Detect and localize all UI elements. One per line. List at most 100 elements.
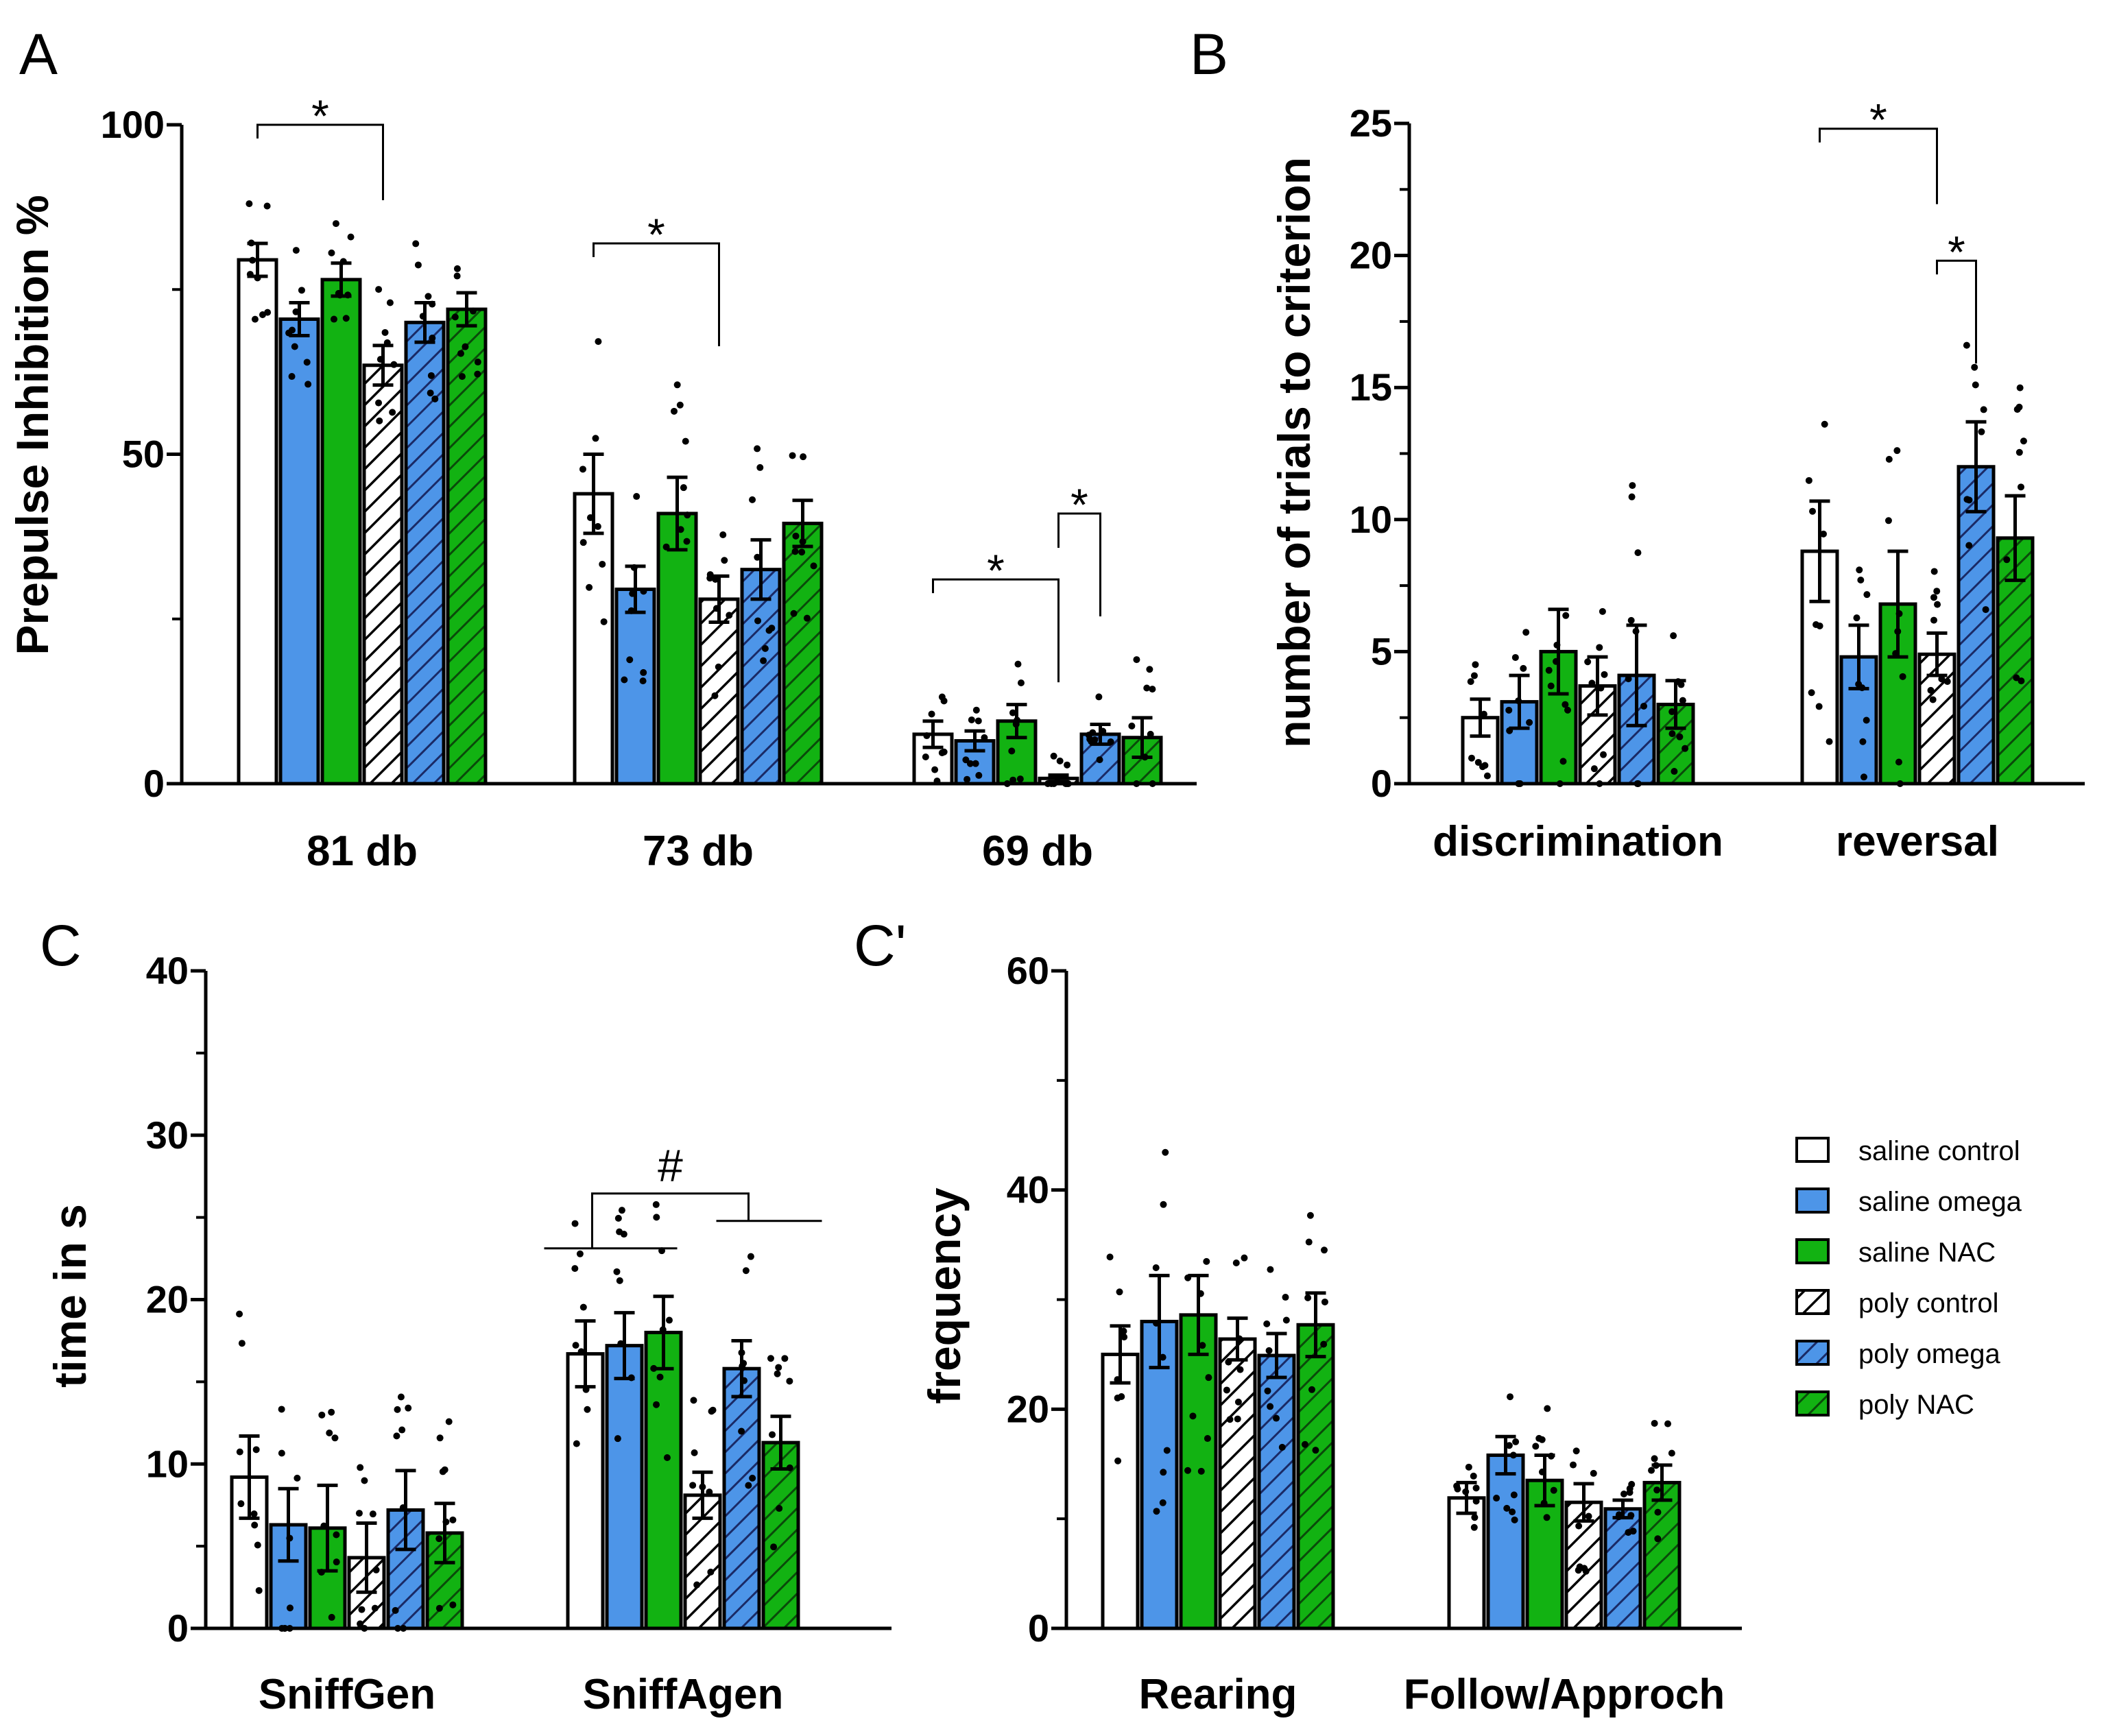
data-point xyxy=(689,1482,697,1489)
data-point xyxy=(1620,1491,1628,1498)
data-point xyxy=(1141,754,1149,761)
data-point xyxy=(1651,1455,1658,1462)
data-point xyxy=(1312,1447,1319,1454)
data-point xyxy=(630,564,638,571)
data-point xyxy=(614,1214,622,1222)
data-point xyxy=(627,607,635,614)
data-point xyxy=(1184,1274,1192,1281)
data-point xyxy=(673,381,681,389)
data-point xyxy=(405,1404,412,1412)
data-point xyxy=(1652,1462,1660,1469)
data-point xyxy=(435,1604,443,1612)
y-tick-label: 25 xyxy=(1350,101,1392,145)
data-point xyxy=(1474,758,1482,766)
data-point xyxy=(1511,1516,1518,1523)
data-point xyxy=(246,200,253,208)
data-point xyxy=(1815,703,1823,710)
data-point xyxy=(1203,1257,1210,1265)
data-point xyxy=(1236,1335,1243,1342)
data-point xyxy=(474,359,481,366)
category-label-discrimination: discrimination xyxy=(1433,818,1723,865)
significance-label: # xyxy=(658,1140,683,1191)
data-point xyxy=(318,1569,325,1576)
data-point xyxy=(1856,566,1863,574)
data-point xyxy=(1265,1347,1273,1354)
data-point xyxy=(1505,706,1513,714)
data-point xyxy=(621,676,628,684)
data-point xyxy=(682,437,689,445)
data-point xyxy=(246,271,254,278)
data-point xyxy=(333,1558,340,1566)
data-point xyxy=(1321,1298,1328,1305)
data-point xyxy=(2015,403,2023,411)
data-point xyxy=(1267,1266,1274,1273)
data-point xyxy=(1163,1447,1171,1454)
panel-c: C 0 10 20 30 40 time in s SniffGen SniffAgen # xyxy=(40,913,892,1718)
data-point xyxy=(1671,768,1678,775)
data-point xyxy=(286,1625,294,1632)
data-point xyxy=(1599,607,1606,615)
data-point xyxy=(1507,1393,1514,1401)
data-point xyxy=(1225,1358,1232,1366)
data-point xyxy=(1857,576,1865,583)
data-point xyxy=(390,361,398,368)
data-point xyxy=(1133,780,1140,787)
data-point xyxy=(754,445,761,453)
data-point xyxy=(328,1408,335,1416)
data-point xyxy=(579,466,586,473)
data-point xyxy=(1509,1508,1516,1516)
y-tick-label: 0 xyxy=(1028,1606,1049,1650)
data-point xyxy=(1601,671,1608,678)
data-point xyxy=(251,1521,259,1529)
data-point xyxy=(1273,1414,1280,1422)
bar-saline-nac-sniffagen xyxy=(644,1330,683,1630)
data-point xyxy=(1863,716,1870,724)
data-point xyxy=(394,1625,402,1632)
data-point xyxy=(767,1355,774,1362)
bar-saline-control-follow-approch xyxy=(1447,1496,1486,1630)
data-point xyxy=(1668,730,1676,738)
data-point xyxy=(1930,594,1938,601)
bar-saline-nac-sniffgen xyxy=(308,1526,347,1630)
data-point xyxy=(617,1340,625,1347)
data-point xyxy=(573,1440,580,1447)
data-point xyxy=(1114,1376,1121,1384)
bar-poly-nac-rearing xyxy=(1296,1323,1335,1630)
data-point xyxy=(676,401,684,409)
data-point xyxy=(1927,686,1935,694)
data-point xyxy=(962,756,970,764)
data-point xyxy=(656,1373,664,1381)
category-label-81-db: 81 db xyxy=(307,828,418,875)
data-point xyxy=(582,1386,590,1393)
legend-label-poly-control: poly control xyxy=(1858,1288,1999,1318)
data-point xyxy=(1012,721,1020,728)
data-point xyxy=(304,381,312,388)
data-point xyxy=(579,539,587,546)
legend-swatch-saline-nac xyxy=(1795,1238,1830,1264)
data-point xyxy=(1972,381,1979,389)
data-point xyxy=(1538,1468,1546,1475)
data-point xyxy=(1677,681,1685,688)
data-point xyxy=(298,287,305,294)
data-point xyxy=(1197,1467,1205,1475)
data-point xyxy=(1471,1514,1479,1521)
data-point xyxy=(1892,650,1900,658)
data-point xyxy=(376,356,384,363)
data-point xyxy=(1965,542,1973,549)
data-point xyxy=(326,1429,333,1436)
data-point xyxy=(1184,1467,1192,1474)
data-point xyxy=(1483,772,1491,780)
significance-label: * xyxy=(1869,95,1887,145)
data-point xyxy=(653,1214,660,1221)
data-point xyxy=(429,335,436,342)
data-point xyxy=(1576,1563,1583,1571)
data-point xyxy=(1596,780,1603,787)
data-point xyxy=(458,373,466,381)
data-point xyxy=(1584,658,1592,666)
significance-bracket xyxy=(591,1192,750,1249)
data-point xyxy=(1648,1467,1655,1474)
bar-saline-omega-81-db xyxy=(278,317,320,786)
data-point xyxy=(1627,616,1635,624)
data-point xyxy=(1282,1294,1289,1301)
data-point xyxy=(1556,780,1564,787)
